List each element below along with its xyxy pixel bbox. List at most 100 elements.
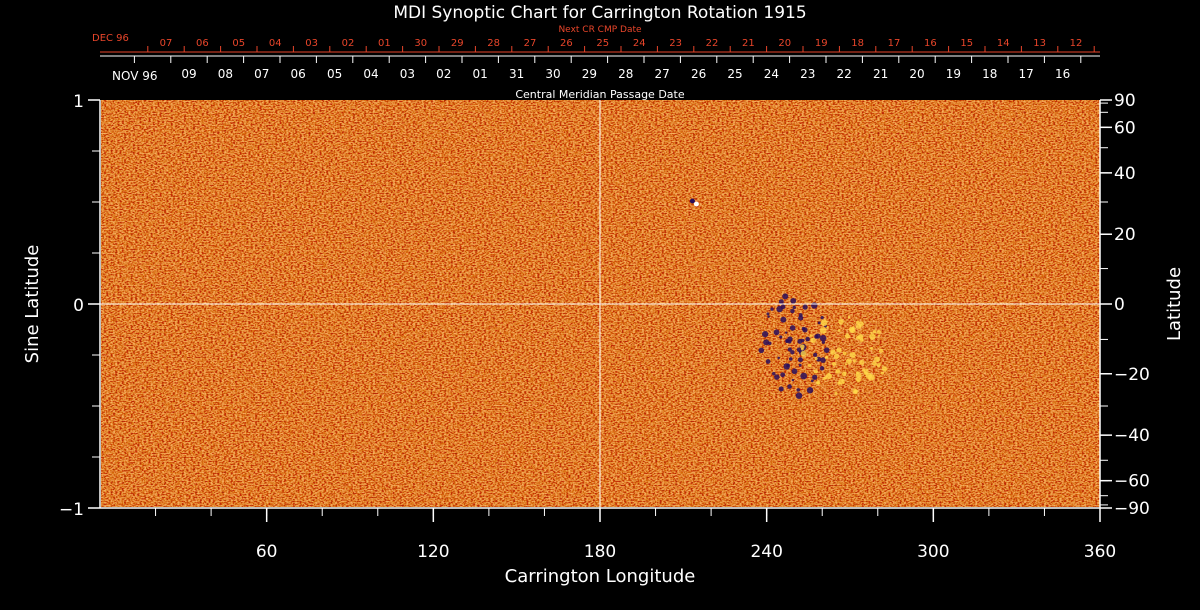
negative-field-blob [812,374,818,380]
negative-field-blob [790,308,795,314]
top-red-month-label: DEC 96 [92,33,129,44]
positive-field-blob [833,353,840,360]
negative-field-blob [819,366,825,371]
y-right-tick-label: −90 [1114,499,1150,519]
top-red-tick-label: 29 [451,38,464,49]
negative-field-blob [773,329,780,336]
negative-field-blob [811,302,818,309]
bipole-negative [689,198,695,204]
y-right-tick-label: 60 [1114,118,1136,138]
top-red-tick-label: 24 [633,38,646,49]
top-red-tick-label: 13 [1033,38,1046,49]
y-right-tick-label: −60 [1114,472,1150,492]
top-white-tick-label: 21 [873,67,888,81]
positive-field-blob [872,361,877,366]
top-red-tick-label: 01 [378,38,391,49]
positive-field-blob [837,329,841,332]
negative-field-blob [791,378,795,382]
negative-field-blob [763,339,770,346]
positive-field-blob [835,369,841,374]
top-white-tick-label: 17 [1019,67,1034,81]
top-red-tick-label: 14 [997,38,1010,49]
positive-field-blob [855,320,860,325]
negative-field-blob [797,357,803,363]
y-right-tick-label: −20 [1114,365,1150,385]
positive-field-blob [846,358,852,365]
top-red-tick-label: 30 [414,38,427,49]
negative-field-blob [813,352,818,357]
y-left-ticks: −1 0 1 [59,92,100,520]
positive-field-blob [849,351,856,359]
positive-field-blob [877,334,881,337]
positive-field-blob [842,351,847,356]
negative-field-blob [791,368,798,375]
positive-field-blob [853,390,858,394]
positive-field-blob [836,347,842,353]
y-right-tick-label: 0 [1114,295,1125,315]
top-red-tick-label: 17 [888,38,901,49]
negative-field-blob [819,334,827,342]
top-white-tick-label: 28 [618,67,633,81]
x-tick-label: 240 [750,542,782,562]
negative-field-blob [792,305,796,310]
negative-field-blob [766,312,770,316]
negative-field-blob [810,379,814,383]
negative-field-blob [820,315,824,320]
negative-field-blob [798,363,802,367]
top-white-tick-label: 08 [218,67,233,81]
top-white-tick-label: 20 [909,67,924,81]
negative-field-blob [774,374,780,380]
positive-field-blob [822,377,826,380]
y-left-tick-label: −1 [59,500,84,520]
top-white-tick-label: 05 [327,67,342,81]
negative-field-blob [823,347,830,353]
negative-field-blob [789,325,796,331]
positive-field-blob [856,335,861,340]
top-red-axis-label: Next CR CMP Date [558,25,642,35]
positive-field-blob [832,361,837,367]
negative-field-blob [787,384,792,389]
positive-field-blob [876,363,881,368]
top-red-tick-label: 15 [960,38,973,49]
top-red-tick-label: 07 [160,38,173,49]
negative-field-blob [784,331,788,334]
y-right-axis-label: Latitude [1164,267,1185,341]
x-tick-label: 300 [917,542,949,562]
top-white-ticks: 09 08 07 06 05 04 03 02 01 31 30 29 28 27 26 25 24 23 22 21… [133,56,1082,81]
negative-field-blob [817,321,821,325]
y-right-tick-label: −40 [1114,426,1150,446]
positive-field-blob [844,363,848,366]
top-white-tick-label: 07 [254,67,269,81]
top-white-tick-label: 09 [181,67,196,81]
positive-field-blob [876,330,881,334]
negative-field-blob [798,315,804,321]
negative-field-blob [780,372,786,378]
negative-field-blob [787,347,792,352]
x-tick-label: 120 [417,542,449,562]
top-white-month-label: NOV 96 [112,69,158,83]
negative-field-blob [806,387,814,394]
top-white-tick-label: 23 [800,67,815,81]
y-left-tick-label: 0 [73,296,84,316]
positive-field-blob [810,337,816,344]
negative-field-blob [821,340,826,344]
top-red-tick-label: 27 [524,38,537,49]
negative-field-blob [796,388,801,392]
positive-field-blob [816,381,820,385]
positive-field-blob [844,333,850,339]
positive-field-blob [826,326,829,329]
negative-field-blob [800,372,808,380]
x-axis-label: Carrington Longitude [505,566,696,587]
bipole-positive [693,201,699,207]
negative-field-blob [797,338,803,344]
negative-field-blob [820,357,826,363]
negative-field-blob [779,335,783,339]
top-white-tick-label: 01 [473,67,488,81]
top-red-tick-label: 23 [669,38,682,49]
top-red-tick-label: 20 [778,38,791,49]
positive-field-blob [807,363,812,368]
top-white-tick-label: 25 [727,67,742,81]
positive-field-blob [799,344,805,349]
negative-field-blob [802,304,808,310]
negative-field-blob [795,392,803,399]
